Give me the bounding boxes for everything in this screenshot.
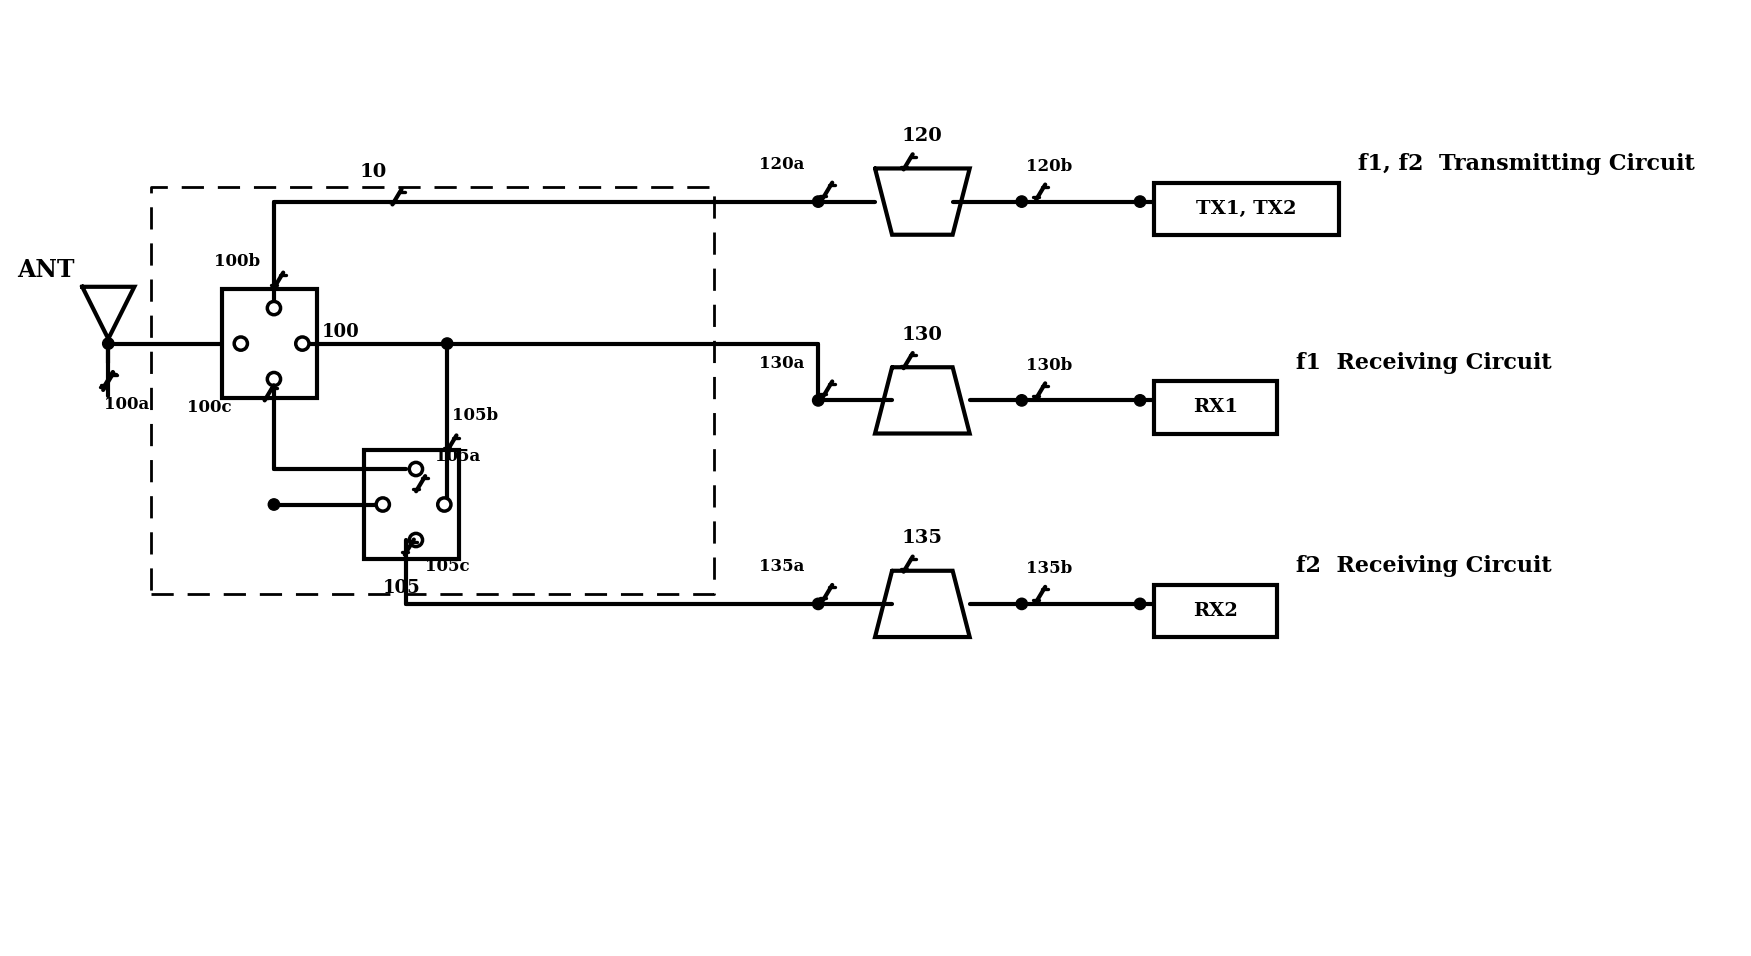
Text: 135a: 135a bbox=[758, 558, 804, 576]
Bar bbox=[1154, 585, 1276, 637]
Circle shape bbox=[1016, 196, 1028, 207]
Circle shape bbox=[812, 598, 825, 610]
Circle shape bbox=[268, 373, 280, 385]
Text: 120: 120 bbox=[902, 127, 942, 144]
Polygon shape bbox=[876, 367, 970, 433]
Text: 100a: 100a bbox=[103, 396, 149, 413]
Circle shape bbox=[103, 337, 114, 349]
Circle shape bbox=[296, 337, 308, 350]
Text: f2  Receiving Circuit: f2 Receiving Circuit bbox=[1296, 555, 1551, 577]
Circle shape bbox=[410, 533, 422, 547]
Bar bbox=[1154, 381, 1276, 433]
Circle shape bbox=[812, 395, 825, 406]
Circle shape bbox=[410, 463, 422, 476]
Circle shape bbox=[1135, 395, 1145, 406]
Text: 135b: 135b bbox=[1026, 560, 1073, 577]
Bar bbox=[222, 289, 317, 398]
Text: RX1: RX1 bbox=[1192, 399, 1238, 417]
Text: TX1, TX2: TX1, TX2 bbox=[1196, 200, 1297, 218]
Text: 105b: 105b bbox=[452, 407, 497, 424]
Circle shape bbox=[812, 196, 825, 207]
Circle shape bbox=[1016, 395, 1028, 406]
Bar bbox=[1154, 183, 1340, 235]
Text: f1, f2  Transmitting Circuit: f1, f2 Transmitting Circuit bbox=[1357, 153, 1695, 175]
Text: 100b: 100b bbox=[214, 252, 259, 270]
Circle shape bbox=[376, 498, 389, 511]
Text: 100c: 100c bbox=[187, 399, 231, 416]
Circle shape bbox=[268, 301, 280, 315]
Circle shape bbox=[268, 499, 280, 511]
Text: 105c: 105c bbox=[425, 558, 469, 576]
Text: 10: 10 bbox=[359, 163, 387, 181]
Bar bbox=[364, 450, 459, 559]
Text: 130b: 130b bbox=[1026, 357, 1073, 374]
Circle shape bbox=[1016, 598, 1028, 610]
Text: RX2: RX2 bbox=[1194, 602, 1238, 620]
Text: 105: 105 bbox=[383, 579, 420, 598]
Circle shape bbox=[1135, 196, 1145, 207]
Text: 120b: 120b bbox=[1026, 158, 1073, 175]
Polygon shape bbox=[876, 168, 970, 235]
Polygon shape bbox=[876, 571, 970, 637]
Text: 120a: 120a bbox=[758, 156, 804, 173]
Text: 135: 135 bbox=[902, 529, 942, 547]
Text: 100: 100 bbox=[320, 323, 359, 341]
Circle shape bbox=[441, 337, 454, 349]
Circle shape bbox=[438, 498, 452, 511]
Text: ANT: ANT bbox=[18, 258, 75, 282]
Circle shape bbox=[235, 337, 247, 350]
Text: 130: 130 bbox=[902, 326, 942, 343]
Text: f1  Receiving Circuit: f1 Receiving Circuit bbox=[1296, 352, 1551, 374]
Text: 130a: 130a bbox=[758, 355, 804, 372]
Text: 105a: 105a bbox=[434, 447, 480, 465]
Circle shape bbox=[1135, 598, 1145, 610]
